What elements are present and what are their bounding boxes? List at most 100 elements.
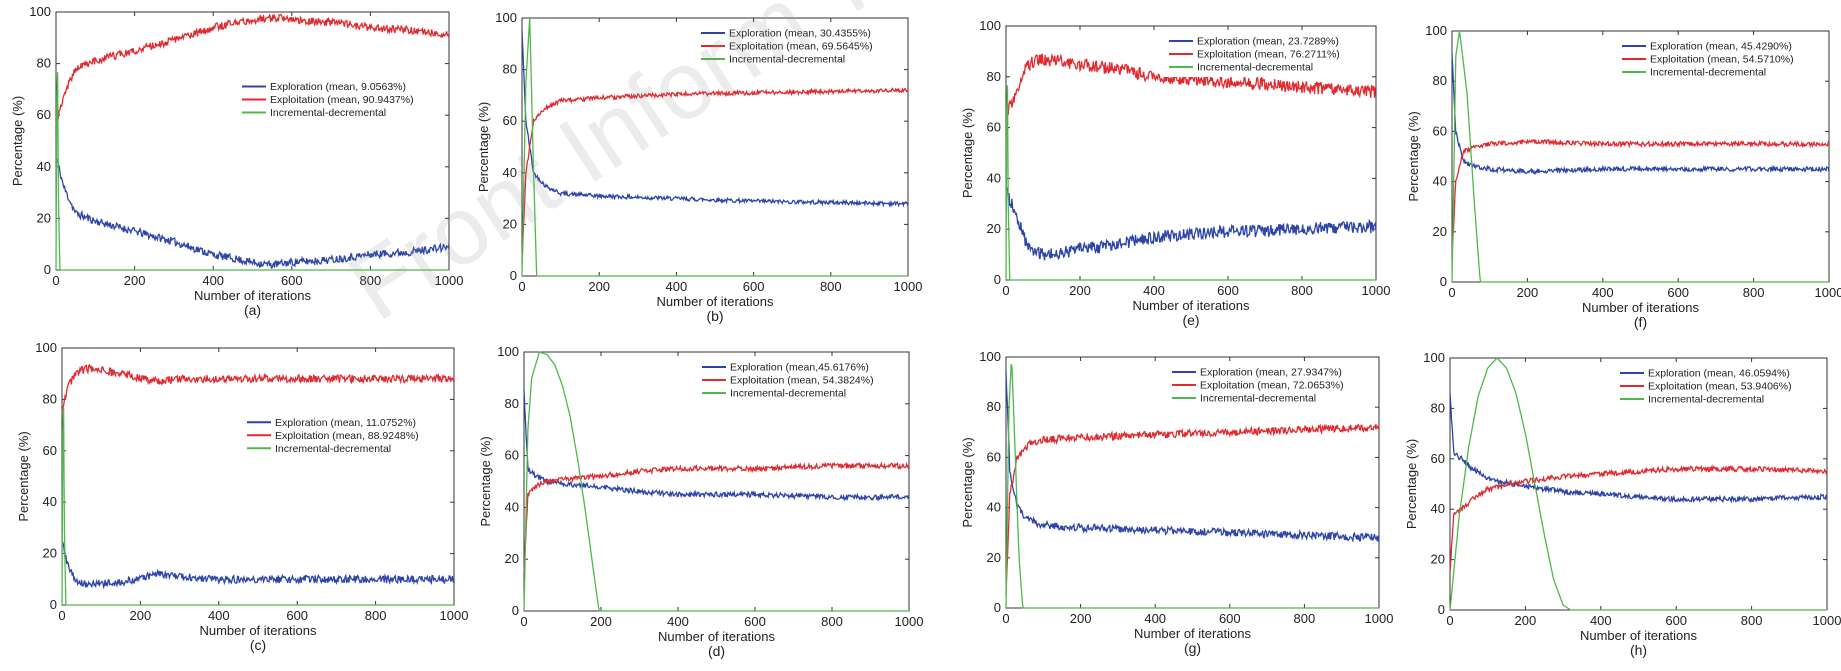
x-axis-label: Number of iterations (1132, 298, 1250, 313)
x-tick-label: 600 (1219, 611, 1241, 626)
y-tick-label: 60 (43, 443, 57, 458)
legend-entry: Incremental-decremental (1200, 393, 1316, 405)
y-tick-label: 40 (503, 165, 517, 180)
series-line (55, 72, 449, 271)
series-line (523, 389, 910, 502)
x-tick-label: 200 (130, 608, 152, 623)
y-tick-label: 100 (1423, 350, 1445, 365)
chart-panel-e: 0 200 400 600 800 1000 0 20 40 60 80 100 Number of i… (960, 18, 1390, 328)
x-tick-label: 800 (1294, 611, 1316, 626)
y-tick-label: 80 (1433, 73, 1447, 88)
y-tick-label: 60 (505, 448, 519, 463)
series-line (1449, 357, 1827, 611)
x-tick-label: 0 (52, 273, 59, 288)
panel-label: (g) (1184, 640, 1201, 656)
y-tick-label: 40 (1431, 501, 1445, 516)
y-tick-label: 0 (50, 597, 57, 612)
x-axis-label: Number of iterations (658, 629, 776, 644)
y-axis-label: Percentage (%) (1406, 111, 1421, 201)
y-tick-label: 100 (979, 349, 1001, 364)
x-tick-label: 400 (1143, 283, 1165, 298)
x-tick-label: 200 (590, 614, 612, 629)
legend-entry: Exploration (mean, 11.0752%) (275, 417, 416, 429)
x-tick-label: 1000 (894, 279, 923, 294)
y-tick-label: 40 (987, 170, 1001, 185)
x-tick-label: 800 (1743, 285, 1765, 300)
x-tick-label: 400 (202, 273, 224, 288)
chart-panel-d: 0 200 400 600 800 1000 0 20 40 60 80 100 Number of i… (478, 344, 923, 659)
series-line (521, 17, 908, 277)
y-tick-label: 20 (43, 546, 57, 561)
series-line (1451, 138, 1830, 255)
series-line (61, 407, 454, 606)
y-tick-label: 0 (510, 268, 517, 283)
y-tick-label: 0 (994, 600, 1001, 615)
series-line (1005, 187, 1377, 261)
y-tick-label: 0 (512, 603, 519, 618)
panel-label: (a) (244, 302, 261, 318)
legend-box (696, 357, 901, 403)
legend-entry: Incremental-decremental (270, 107, 386, 119)
y-tick-label: 0 (994, 272, 1001, 287)
y-tick-label: 0 (1438, 602, 1445, 617)
x-tick-label: 0 (1446, 613, 1453, 628)
chart-panel-f: 0 200 400 600 800 1000 0 20 40 60 80 100 Number of i… (1406, 23, 1841, 330)
y-tick-label: 60 (37, 107, 51, 122)
x-tick-label: 800 (365, 608, 387, 623)
x-tick-label: 600 (1667, 285, 1689, 300)
x-tick-label: 400 (1592, 285, 1614, 300)
y-tick-label: 40 (987, 500, 1001, 515)
x-tick-label: 600 (281, 273, 303, 288)
legend: Exploration (mean, 11.0752%)Exploitation… (241, 412, 446, 459)
y-tick-label: 100 (979, 18, 1001, 33)
legend-entry: Exploration (mean, 45.4290%) (1650, 41, 1792, 53)
x-tick-label: 1000 (895, 614, 924, 629)
y-tick-label: 100 (35, 340, 57, 355)
series-line (55, 13, 450, 127)
y-tick-label: 80 (43, 391, 57, 406)
legend-entry: Exploration (mean, 46.0594%) (1648, 368, 1790, 380)
x-tick-label: 1000 (1362, 283, 1391, 298)
y-tick-label: 0 (44, 262, 51, 277)
x-tick-label: 800 (1741, 613, 1763, 628)
x-tick-label: 0 (58, 608, 65, 623)
series-line (1451, 53, 1830, 175)
x-tick-label: 1000 (1813, 613, 1841, 628)
panel-label: (f) (1634, 314, 1647, 330)
y-tick-label: 80 (987, 399, 1001, 414)
legend-entry: Exploration (mean, 27.9347%) (1200, 367, 1342, 379)
x-tick-label: 200 (124, 273, 146, 288)
y-tick-label: 40 (1433, 174, 1447, 189)
x-tick-label: 800 (821, 614, 843, 629)
legend-entry: Exploitation (mean, 88.9248%) (275, 430, 419, 442)
series-line (1005, 364, 1379, 609)
y-tick-label: 100 (495, 10, 517, 25)
legend-box (695, 23, 900, 69)
y-tick-label: 60 (987, 449, 1001, 464)
series-line (1449, 393, 1828, 504)
chart-panel-a: 0 200 400 600 800 1000 0 20 40 60 80 100 Number of i… (10, 4, 463, 318)
legend-entry: Exploitation (mean, 90.9437%) (270, 94, 414, 106)
y-axis-label: Percentage (%) (478, 436, 493, 526)
legend: Exploration (mean, 46.0594%)Exploitation… (1614, 363, 1819, 409)
y-tick-label: 100 (1425, 23, 1447, 38)
x-tick-label: 200 (1069, 283, 1091, 298)
y-axis-label: Percentage (%) (16, 431, 31, 521)
legend-entry: Incremental-decremental (1650, 67, 1766, 79)
x-tick-label: 400 (667, 614, 689, 629)
legend-entry: Incremental-decremental (1197, 62, 1313, 74)
y-tick-label: 20 (1431, 552, 1445, 567)
y-tick-label: 40 (505, 499, 519, 514)
series-line (61, 540, 455, 590)
series-line (1005, 371, 1380, 544)
legend-entry: Incremental-decremental (1648, 394, 1764, 406)
y-tick-label: 80 (987, 69, 1001, 84)
series-line (55, 156, 450, 269)
legend-entry: Exploitation (mean, 72.0653%) (1200, 380, 1344, 392)
panel-label: (c) (250, 637, 266, 653)
series-line (523, 351, 909, 612)
x-axis-label: Number of iterations (1134, 626, 1252, 641)
y-axis-label: Percentage (%) (960, 108, 975, 198)
x-axis-label: Number of iterations (1582, 300, 1700, 315)
x-tick-label: 200 (1515, 613, 1537, 628)
